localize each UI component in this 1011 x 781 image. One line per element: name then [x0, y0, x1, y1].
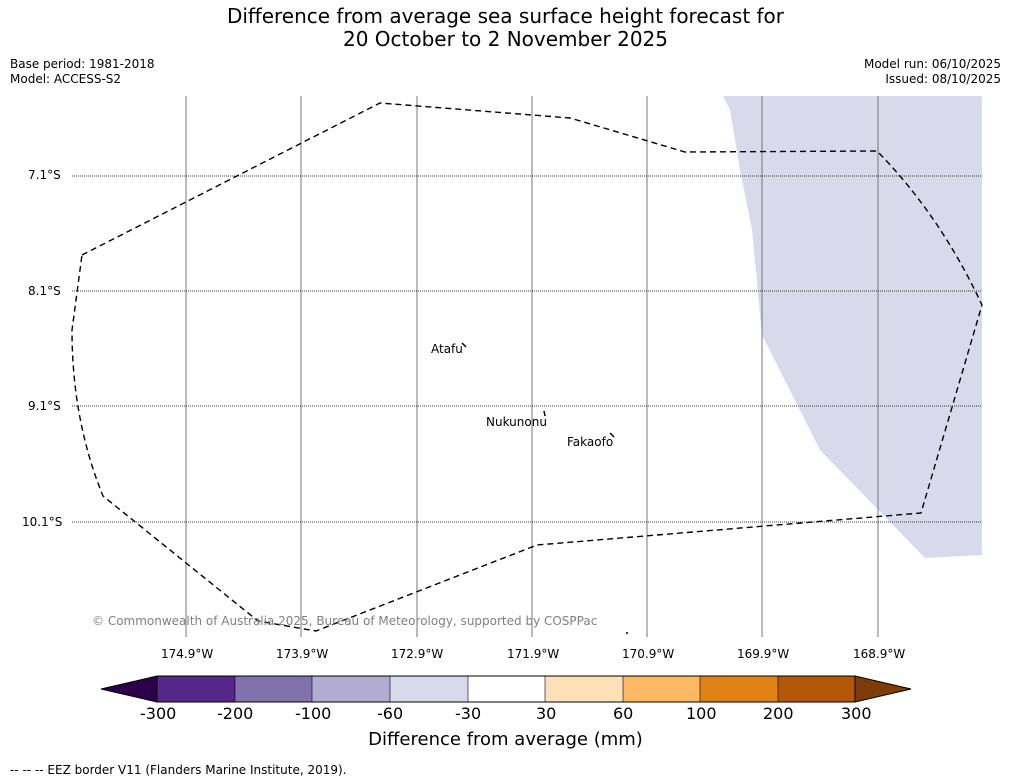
anomaly-fill-region [723, 96, 982, 558]
colorbar-extend-high [854, 675, 912, 703]
colorbar-outline [156, 675, 856, 703]
colorbar [100, 675, 912, 703]
meridian-grid [185, 96, 879, 637]
base-period: Base period: 1981-2018 [10, 57, 155, 71]
lat-label: 10.1°S [22, 515, 63, 529]
colorbar-segment [468, 676, 545, 702]
meta-right: Model run: 06/10/2025 Issued: 08/10/2025 [864, 57, 1001, 87]
colorbar-tick: -300 [140, 704, 177, 723]
issued-date: Issued: 08/10/2025 [885, 72, 1001, 86]
colorbar-tick: -200 [217, 704, 254, 723]
fakaofo-island-shape [609, 432, 615, 438]
lat-label: 9.1°S [28, 399, 61, 413]
colorbar-segment [157, 676, 235, 702]
colorbar-tick: 100 [686, 704, 717, 723]
colorbar-tick: 300 [841, 704, 872, 723]
model-run: Model run: 06/10/2025 [863, 57, 1001, 71]
model-name: Model: ACCESS-S2 [10, 72, 122, 86]
title-line-2: 20 October to 2 November 2025 [342, 27, 669, 51]
colorbar-segment [312, 676, 390, 702]
colorbar-title: Difference from average (mm) [368, 729, 643, 750]
colorbar-tick: -60 [377, 704, 404, 723]
lon-label: 168.9°W [853, 647, 906, 661]
parallel-grid [72, 175, 982, 523]
atafu-island-shape [461, 342, 467, 348]
lat-label: 8.1°S [28, 284, 61, 298]
small-island-dot [626, 632, 628, 634]
lon-label: 173.9°W [276, 647, 329, 661]
colorbar-segment [700, 676, 778, 702]
title-line-1: Difference from average sea surface heig… [226, 4, 785, 28]
lon-label: 171.9°W [507, 647, 560, 661]
place-label-fakaofo: Fakaofo [567, 435, 614, 449]
map-title: Difference from average sea surface heig… [0, 5, 1011, 51]
lon-label: 169.9°W [737, 647, 790, 661]
colorbar-segment [390, 676, 468, 702]
lon-label: 172.9°W [391, 647, 444, 661]
place-label-atafu: Atafu [431, 342, 463, 356]
colorbar-tick: 200 [763, 704, 794, 723]
colorbar-segment [778, 676, 855, 702]
eez-footnote: -- -- -- EEZ border V11 (Flanders Marine… [10, 763, 347, 777]
colorbar-segment [623, 676, 700, 702]
lon-label: 170.9°W [622, 647, 675, 661]
lat-label: 7.1°S [28, 168, 61, 182]
colorbar-tick: 60 [613, 704, 634, 723]
place-label-nukunonu: Nukunonu [486, 415, 547, 429]
nukunonu-island-shape [543, 410, 546, 417]
meta-left: Base period: 1981-2018 Model: ACCESS-S2 [10, 57, 155, 87]
lon-label: 174.9°W [161, 647, 214, 661]
eez-border [71, 102, 983, 632]
colorbar-extend-low [100, 675, 158, 703]
colorbar-segment [545, 676, 623, 702]
copyright-notice: © Commonwealth of Australia 2025, Bureau… [92, 614, 598, 628]
colorbar-tick: -100 [295, 704, 332, 723]
colorbar-tick: 30 [536, 704, 557, 723]
colorbar-tick: -30 [455, 704, 482, 723]
colorbar-segment [235, 676, 312, 702]
